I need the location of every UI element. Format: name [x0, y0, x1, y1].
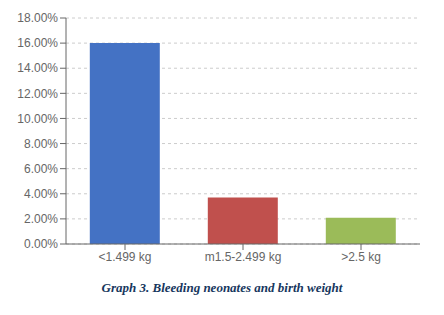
svg-text:14.00%: 14.00%	[17, 61, 58, 75]
svg-text:6.00%: 6.00%	[24, 162, 58, 176]
svg-text:18.00%: 18.00%	[17, 11, 58, 25]
svg-text:4.00%: 4.00%	[24, 187, 58, 201]
svg-text:10.00%: 10.00%	[17, 112, 58, 126]
svg-text:m1.5-2.499 kg: m1.5-2.499 kg	[205, 250, 282, 264]
svg-text:8.00%: 8.00%	[24, 137, 58, 151]
svg-text:12.00%: 12.00%	[17, 87, 58, 101]
svg-text:0.00%: 0.00%	[24, 237, 58, 251]
html-text:Graph 3. Bleeding neonates and: Graph 3. Bleeding neonates and birth wei…	[101, 280, 343, 295]
svg-text:16.00%: 16.00%	[17, 36, 58, 50]
svg-text:<1.499 kg: <1.499 kg	[98, 250, 151, 264]
svg-text:2.00%: 2.00%	[24, 212, 58, 226]
svg-text:>2.5 kg: >2.5 kg	[341, 250, 381, 264]
